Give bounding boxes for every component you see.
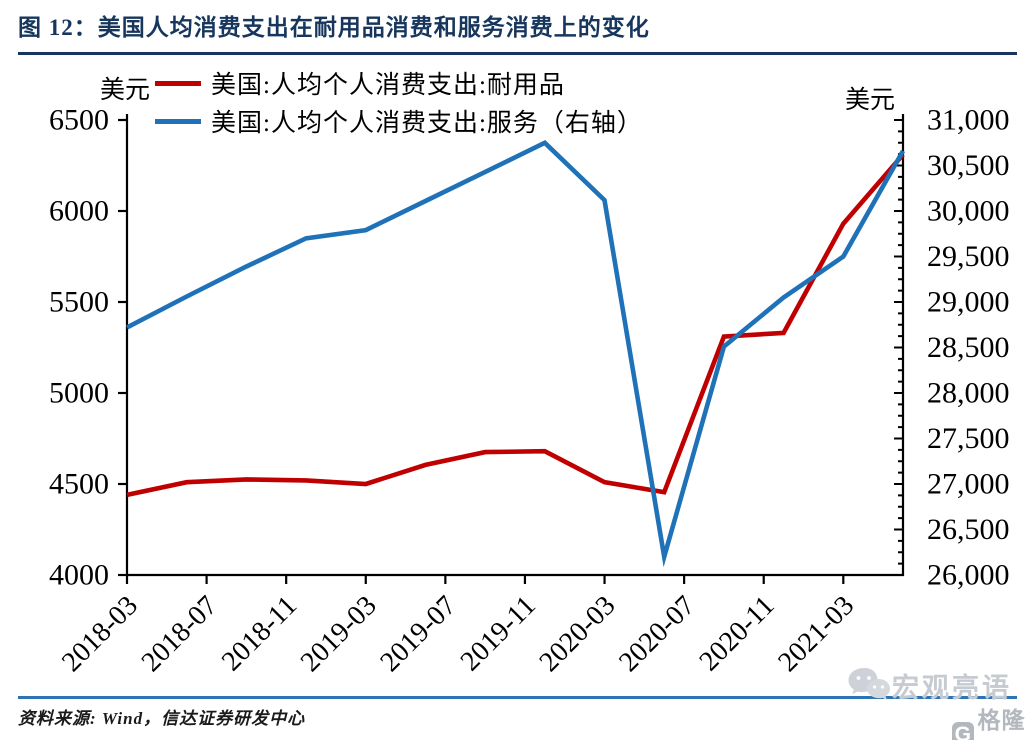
x-axis-tick-label: 2019-07 xyxy=(374,590,462,678)
right-axis-tick-label: 31,000 xyxy=(927,104,1010,137)
durables-line-series xyxy=(126,153,905,498)
right-axis-tick-label: 27,000 xyxy=(927,468,1010,501)
x-axis-tick-label: 2019-11 xyxy=(455,590,542,677)
right-axis-tick-label: 28,000 xyxy=(927,377,1010,410)
durables-line-swatch xyxy=(155,80,201,86)
gelonghui-watermark-text: 格隆汇 xyxy=(977,708,1026,733)
left-axis-unit-label: 美元 xyxy=(100,77,151,104)
left-axis-tick-label: 6000 xyxy=(49,195,109,228)
right-axis-unit-label: 美元 xyxy=(845,87,896,114)
left-axis-tick-label: 6500 xyxy=(49,104,109,137)
x-axis-tick-label: 2020-07 xyxy=(613,590,701,678)
legend-item-services: 美国:人均个人消费支出:服务（右轴） xyxy=(155,102,643,140)
x-axis-tick-label: 2018-03 xyxy=(56,590,144,678)
x-axis-tick-label: 2018-07 xyxy=(136,590,224,678)
right-axis-tick-label: 30,000 xyxy=(927,195,1010,228)
right-axis-tick-label: 28,500 xyxy=(927,331,1010,364)
figure-title: 图 12：美国人均消费支出在耐用品消费和服务消费上的变化 xyxy=(18,15,650,40)
left-axis-tick-label: 5500 xyxy=(49,286,109,319)
services-line-swatch xyxy=(155,118,201,124)
right-axis-tick-label: 30,500 xyxy=(927,149,1010,182)
x-axis-tick-label: 2020-03 xyxy=(534,590,622,678)
x-axis-tick-label: 2019-03 xyxy=(295,590,383,678)
x-axis-tick-label: 2020-11 xyxy=(693,590,780,677)
wechat-icon xyxy=(848,668,890,700)
legend: 美国:人均个人消费支出:耐用品 美国:人均个人消费支出:服务（右轴） xyxy=(155,64,643,140)
legend-label-services: 美国:人均个人消费支出:服务（右轴） xyxy=(211,110,643,137)
footer-divider xyxy=(18,696,1017,699)
right-axis-tick-label: 26,500 xyxy=(927,513,1010,546)
axis-spines xyxy=(125,114,905,577)
x-axis-tick-label: 2018-11 xyxy=(216,590,303,677)
gelonghui-watermark: G 格隆汇 xyxy=(952,701,1035,740)
services-line-series xyxy=(125,140,906,568)
left-axis-tick-label: 5000 xyxy=(49,377,109,410)
right-axis-tick-label: 26,000 xyxy=(927,559,1010,592)
wechat-watermark-text: 宏观亮语 xyxy=(892,672,1012,703)
gelonghui-logo-icon: G xyxy=(952,721,974,740)
wechat-watermark: 宏观亮语 xyxy=(846,664,1012,706)
legend-item-durables: 美国:人均个人消费支出:耐用品 xyxy=(155,64,643,102)
right-axis-tick-label: 29,000 xyxy=(927,286,1010,319)
left-axis-tick-label: 4000 xyxy=(49,559,109,592)
right-axis-tick-label: 27,500 xyxy=(927,422,1010,455)
legend-label-durables: 美国:人均个人消费支出:耐用品 xyxy=(211,72,565,99)
title-divider xyxy=(18,52,1017,55)
right-axis-tick-label: 29,500 xyxy=(927,240,1010,273)
left-axis-tick-label: 4500 xyxy=(49,468,109,501)
source-note: 资料来源: Wind，信达证券研发中心 xyxy=(18,709,306,728)
